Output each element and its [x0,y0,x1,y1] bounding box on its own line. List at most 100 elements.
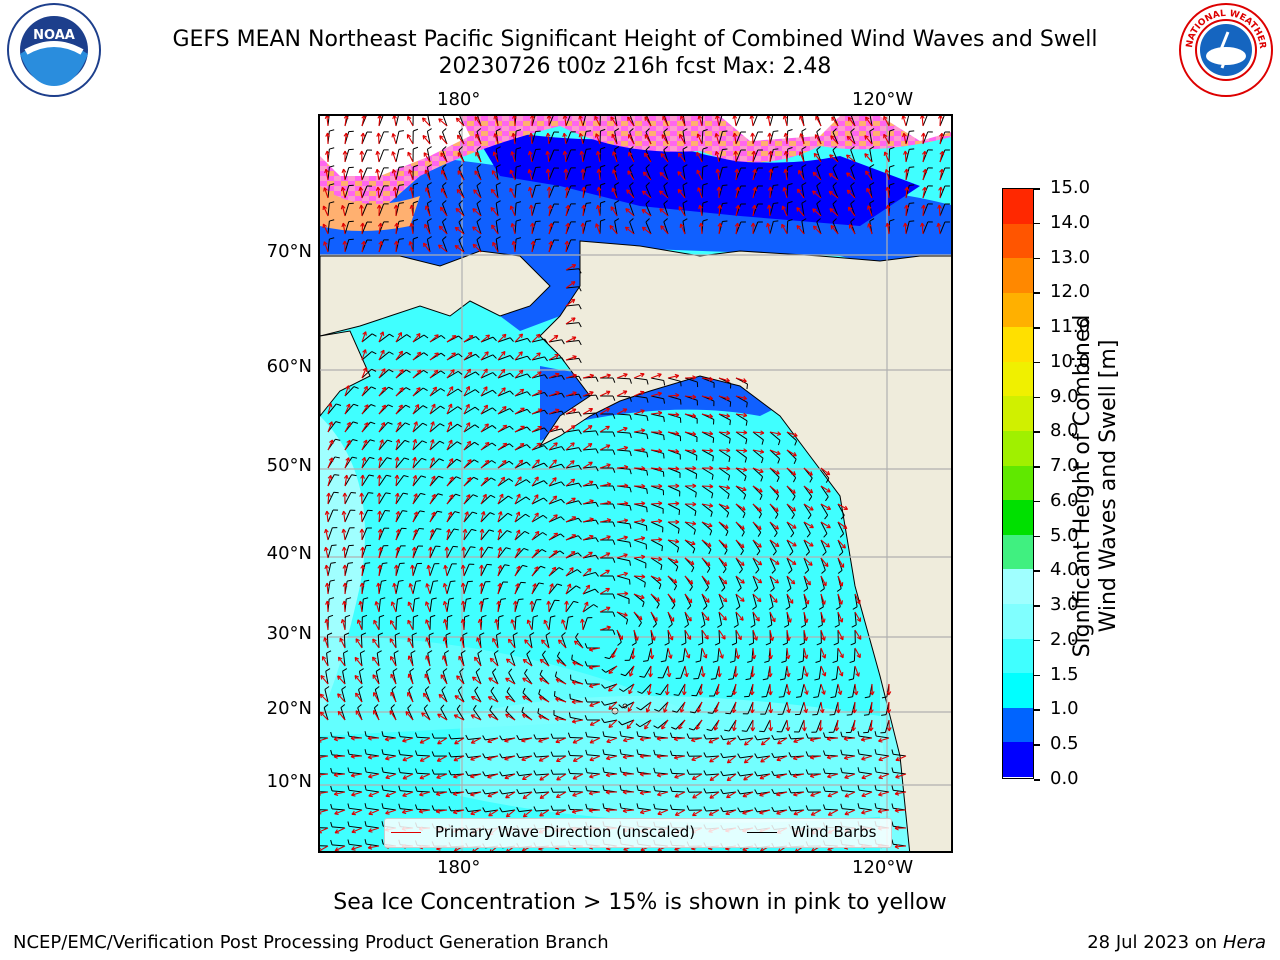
wave-direction-arrowhead [426,564,432,570]
wave-direction-arrow [883,134,890,145]
wave-direction-arrowhead [732,726,737,732]
wind-barb-flag [516,752,520,758]
wind-barb-flag [495,236,501,240]
wind-barb [400,736,414,739]
wind-barb-flag [602,749,605,755]
wave-direction-arrow [718,611,727,621]
wave-direction-arrowhead [675,501,680,506]
wave-direction-arrow [429,511,436,523]
wind-barb-flag [526,391,531,396]
wave-direction-arrow [402,791,414,797]
wave-direction-arrowhead [782,187,788,192]
wave-direction-arrow [395,529,400,541]
wave-direction-arrow [678,206,686,217]
wind-barb-flag [678,660,684,663]
wind-barb [790,737,805,740]
wave-direction-arrow [408,673,414,685]
wave-direction-arrow [334,737,346,740]
wave-direction-arrow [378,510,381,523]
wave-direction-arrowhead [355,710,360,715]
wave-direction-arrowhead [838,672,844,677]
wave-direction-arrow [463,529,466,541]
wind-barb-flag [458,164,463,169]
wave-direction-arrow [497,442,508,451]
wind-barb-flag [573,600,579,604]
wind-barb [423,708,431,721]
wave-direction-arrowhead [528,186,533,192]
wind-barb [667,467,681,474]
wave-direction-arrow [378,241,382,253]
wave-direction-arrow [793,773,805,777]
wind-barb-flag [420,475,427,478]
wind-barb [344,167,350,181]
wave-direction-arrowhead [425,655,430,660]
wind-barb [342,653,346,667]
wind-barb-flag [682,182,688,186]
colorbar-segment [1003,396,1033,432]
wind-barb-flag [702,165,708,168]
colorbar [1002,188,1034,779]
wave-direction-arrowhead [904,168,909,173]
wind-barb-flag [752,606,757,610]
wind-barb-flag [457,423,462,428]
wave-direction-arrowhead [442,655,447,660]
wind-barb-flag [560,533,565,538]
wind-barb-flag [410,650,416,654]
wave-direction-arrowhead [624,226,630,232]
wind-barb [735,131,742,145]
wave-direction-arrowhead [725,504,730,510]
wave-direction-arrow [565,317,576,325]
wave-direction-arrowhead [519,442,525,448]
wind-barb-flag [681,642,687,646]
wave-direction-arrow [767,223,771,235]
wind-barb-flag [506,530,512,533]
wave-direction-arrowhead [553,514,558,519]
wave-direction-arrowhead [709,794,714,799]
wave-direction-arrowhead [809,737,815,742]
wind-barb-flag [594,588,599,594]
wave-direction-arrowhead [519,388,525,394]
wave-direction-arrow [837,503,848,510]
wave-direction-arrowhead [454,226,460,232]
wave-direction-arrow [733,133,737,145]
wave-direction-arrow [425,619,431,631]
wave-direction-arrow [735,187,739,199]
wave-direction-arrowhead [454,695,460,700]
wind-barb-flag [686,787,690,793]
wave-direction-arrow [334,827,346,834]
wind-barb-flag [543,427,548,433]
wave-direction-arrow [844,791,856,798]
wind-barb-flag [491,425,497,429]
wave-direction-arrow [589,755,601,761]
wave-direction-arrowhead [737,635,742,641]
wave-direction-arrowhead [361,116,367,120]
wave-direction-arrow [667,431,679,435]
wind-barb-flag [595,466,599,472]
wind-barb [769,575,775,589]
wave-direction-arrowhead [412,438,418,444]
wave-direction-arrowhead [791,489,796,494]
wind-barb-flag [561,375,565,380]
wind-barb-flag [347,579,353,582]
wind-barb-flag [741,730,747,732]
wind-barb-flag [482,789,486,795]
wave-direction-arrow [803,647,808,659]
wind-barb [416,790,431,793]
wind-barb-flag [837,569,843,574]
wave-direction-arrow [629,665,635,677]
wind-barb-flag [491,460,497,464]
wind-barb-flag [722,166,728,168]
wave-direction-arrowhead [716,186,722,191]
wave-direction-arrow [410,187,414,199]
wave-direction-arrowhead [656,772,662,778]
wind-barb [341,689,346,703]
wind-barb [531,599,537,613]
wave-direction-arrowhead [492,241,497,247]
wind-barb-flag [492,668,497,673]
wave-direction-arrow [425,655,431,667]
wind-barb [519,773,533,777]
wave-direction-arrow [531,549,540,559]
wind-barb [561,635,567,649]
wind-barb [735,413,748,422]
wave-direction-arrowhead [456,134,462,140]
